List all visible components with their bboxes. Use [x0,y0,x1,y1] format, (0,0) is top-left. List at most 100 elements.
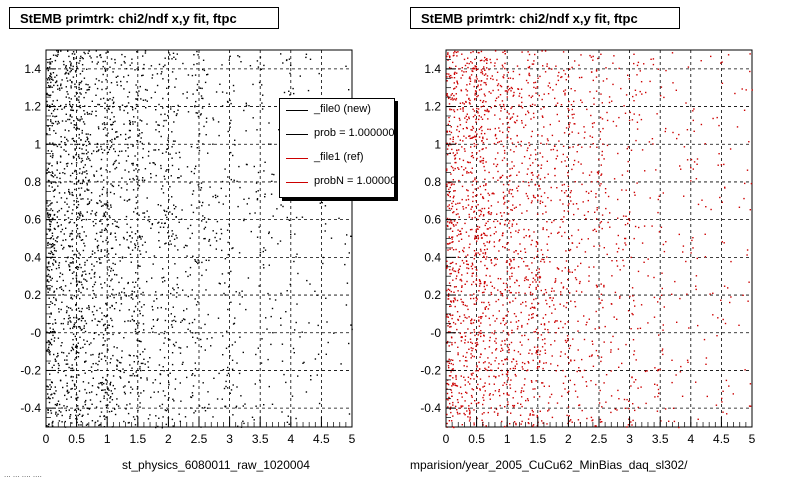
data-point [91,403,93,405]
data-point [204,217,206,219]
data-point [141,244,144,246]
data-point [500,140,502,142]
data-point [722,318,724,321]
data-point [102,204,104,207]
data-point [131,162,133,165]
data-point [50,386,52,388]
data-point [493,333,495,335]
data-point [476,365,478,367]
data-point [81,317,83,320]
data-point [262,264,265,266]
data-point [543,258,545,261]
data-point [482,137,484,140]
data-point [104,102,106,104]
data-point [600,53,602,55]
data-point [534,158,537,161]
data-point [49,327,51,329]
data-point [159,226,162,228]
data-point [562,51,565,53]
data-point [525,265,527,267]
data-point [72,262,74,264]
data-point [201,274,203,277]
data-point [140,377,142,379]
data-point [560,161,563,163]
data-point [569,122,571,124]
data-point [106,237,108,240]
data-point [536,250,539,252]
data-point [562,287,564,289]
data-point [319,202,321,204]
data-point [490,281,492,283]
data-point [288,423,290,425]
data-point [85,392,88,394]
data-point [62,279,64,282]
data-point [695,275,698,277]
data-point [502,51,504,53]
data-point [129,129,131,132]
data-point [551,221,553,224]
data-point [526,173,528,175]
data-point [497,367,499,369]
data-point [76,317,78,319]
data-point [61,414,63,417]
data-point [87,52,89,54]
data-point [501,340,503,342]
data-point [508,394,510,396]
data-point [93,283,96,286]
data-point [100,56,102,59]
data-point [123,60,125,63]
data-point [534,197,536,199]
data-point [76,216,79,218]
data-point [167,144,169,146]
data-point [146,210,148,212]
data-point [78,88,80,91]
data-point [297,375,299,377]
data-point [490,61,492,64]
data-point [513,121,516,123]
data-point [539,361,541,363]
data-point [536,86,539,88]
data-point [87,151,89,153]
data-point [107,132,109,134]
data-point [480,234,482,237]
data-point [263,267,265,269]
data-point [140,306,143,308]
data-point [50,331,52,333]
data-point [478,52,480,54]
data-point [49,63,51,65]
data-point [476,228,478,230]
data-point [449,408,451,410]
data-point [653,276,655,279]
data-point [49,352,51,354]
data-point [720,299,722,301]
data-point [288,219,291,221]
data-point [450,371,452,373]
data-point [123,123,125,125]
data-point [466,267,468,269]
data-point [121,150,123,152]
data-point [552,148,555,151]
data-point [526,149,528,152]
data-point [531,302,533,305]
data-point [112,375,115,377]
data-point [520,88,523,90]
data-point [61,407,63,409]
data-point [102,60,104,63]
data-point [627,146,630,148]
data-point [120,134,122,136]
data-point [245,102,247,104]
data-point [112,269,114,272]
data-point [84,113,86,115]
data-point [108,259,110,261]
data-point [502,319,504,322]
data-point [686,293,688,295]
data-point [573,383,576,386]
data-point [79,254,81,256]
data-point [78,217,81,219]
data-point [460,340,463,342]
data-point [86,182,88,184]
data-point [534,53,536,56]
data-point [682,245,685,247]
data-point [494,330,496,332]
data-point [482,159,485,162]
